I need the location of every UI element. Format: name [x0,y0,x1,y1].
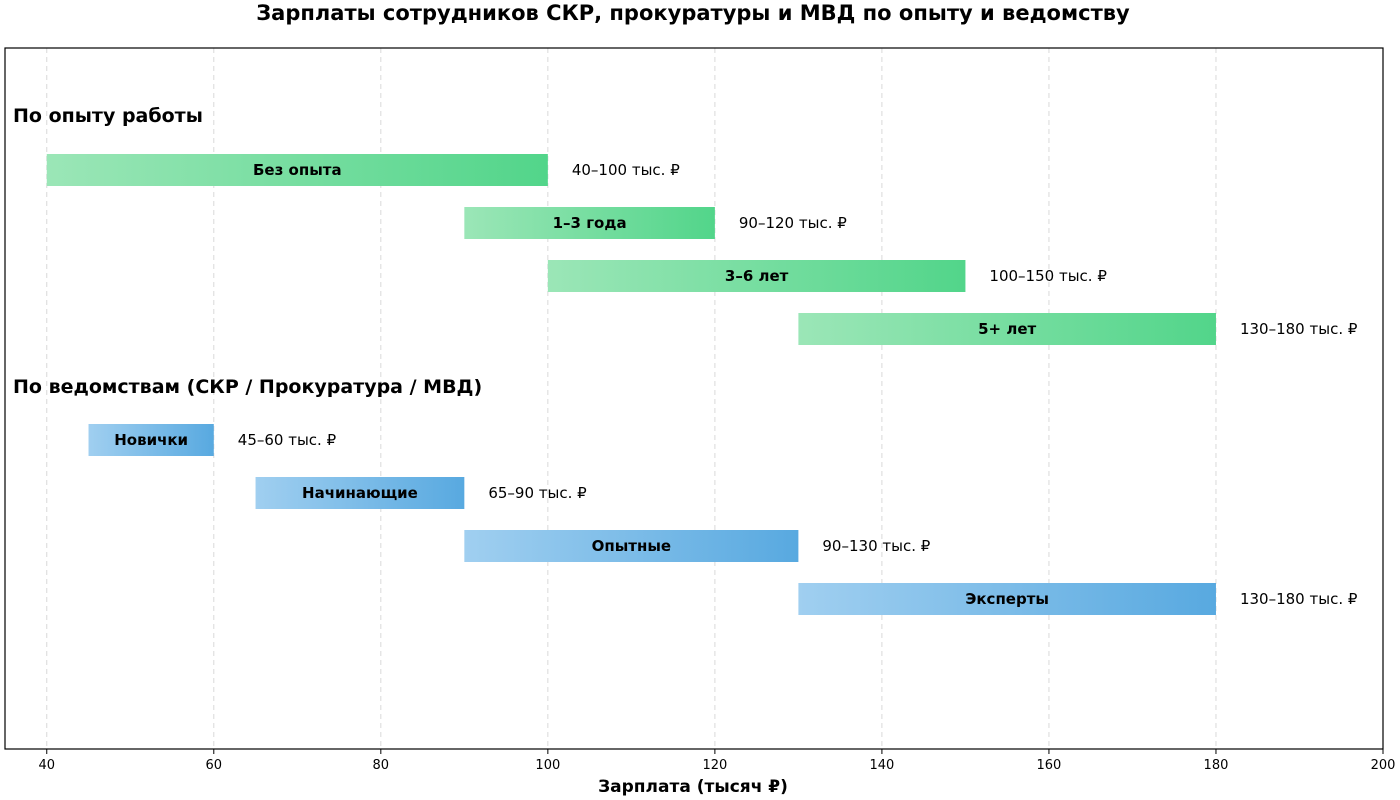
group-header: По ведомствам (СКР / Прокуратура / МВД) [13,376,482,398]
plot-frame [4,47,1384,750]
x-axis-label: Зарплата (тысяч ₽) [598,777,788,797]
x-tick-label: 80 [373,758,390,773]
bar-label: 1–3 года [553,214,627,232]
x-tick-label: 60 [206,758,223,773]
bar-label: 3–6 лет [725,267,789,285]
x-tick-label: 120 [702,758,727,773]
range-bar [88,424,214,456]
range-bar [464,530,799,562]
bar-label: Начинающие [302,484,418,502]
bar-label: Эксперты [965,590,1049,608]
bar-label: Новички [114,431,188,449]
bar-label: 5+ лет [978,320,1036,338]
value-label: 65–90 тыс. ₽ [488,484,587,502]
range-bar [798,583,1216,615]
value-label: 100–150 тыс. ₽ [989,267,1107,285]
bar-label: Без опыта [253,161,342,179]
group-header: По опыту работы [13,105,203,127]
x-tick-label: 40 [38,758,55,773]
range-bar [798,313,1216,345]
x-tick-label: 100 [535,758,560,773]
value-label: 90–130 тыс. ₽ [822,537,930,555]
bar-label: Опытные [592,537,671,555]
x-tick-label: 180 [1204,758,1229,773]
value-label: 40–100 тыс. ₽ [572,161,680,179]
chart-title: Зарплаты сотрудников СКР, прокуратуры и … [256,1,1130,25]
x-tick-label: 200 [1371,758,1396,773]
x-tick-label: 140 [869,758,894,773]
value-label: 130–180 тыс. ₽ [1240,320,1358,338]
range-bar [255,477,465,509]
grid-lines [46,48,1384,749]
x-axis-ticks: 40 60 80 100 120 140 160 180 200 [38,749,1395,773]
range-bar [464,207,715,239]
x-tick-label: 160 [1037,758,1062,773]
range-bar [547,260,966,292]
value-label: 90–120 тыс. ₽ [739,214,847,232]
range-bar [46,154,548,186]
bars-area: По опыту работы Без опыта 40–100 тыс. ₽ 1–3… [13,105,1358,615]
value-label: 130–180 тыс. ₽ [1240,590,1358,608]
value-label: 45–60 тыс. ₽ [238,431,337,449]
